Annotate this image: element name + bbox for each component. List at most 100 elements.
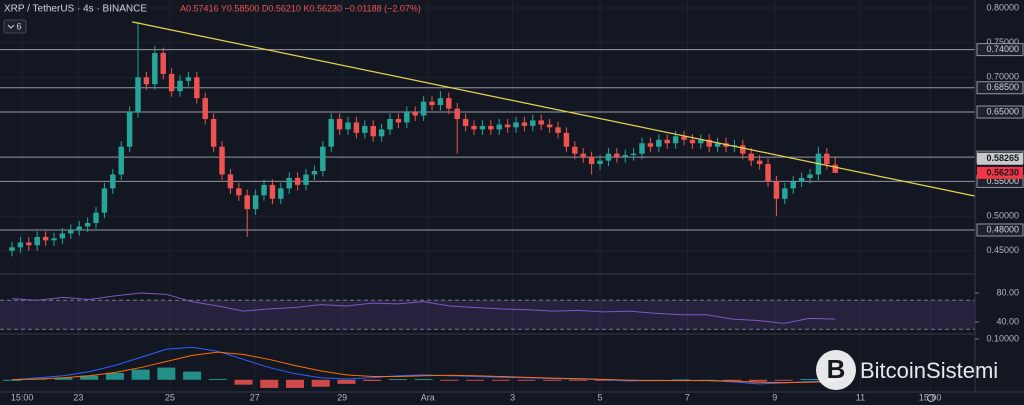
- candle-body: [672, 136, 679, 144]
- candle-body: [513, 122, 519, 128]
- candle-body: [597, 160, 603, 165]
- y-tick-label: 0.75000: [986, 37, 1019, 47]
- level-label-box: [976, 223, 1024, 237]
- macd-histogram-bar: [260, 379, 279, 388]
- macd-signal-line: [11, 351, 836, 384]
- candle-body: [194, 77, 200, 99]
- x-tick-label: 7: [685, 392, 690, 402]
- level-label-box: [976, 81, 1024, 95]
- macd-histogram-bar: [388, 378, 407, 380]
- candle-body: [236, 188, 242, 196]
- candle-body: [51, 238, 57, 241]
- x-tick-label: 3: [510, 392, 515, 402]
- settings-icon[interactable]: [927, 394, 935, 402]
- candle-body: [42, 236, 49, 241]
- watermark: BitcoinSistemi: [860, 358, 998, 383]
- logo-letter: B: [827, 354, 846, 384]
- macd-histogram-bar: [208, 378, 227, 380]
- candle-body: [202, 98, 208, 119]
- level-label: 0.68500: [986, 82, 1019, 92]
- plot: [0, 21, 975, 388]
- macd-histogram-bar: [723, 379, 742, 381]
- x-tick-label: Ara: [421, 392, 435, 402]
- candle-body: [328, 118, 334, 147]
- candle-body: [446, 98, 452, 109]
- candle-body: [765, 164, 771, 182]
- symbol-title: XRP / TetherUS · 4s · BINANCE: [4, 4, 147, 15]
- level-label: 0.65000: [986, 106, 1019, 116]
- macd-histogram-bar: [440, 379, 459, 381]
- candle-body: [798, 177, 805, 182]
- candle-body: [26, 242, 32, 246]
- candle-body: [336, 118, 343, 130]
- candle-body: [790, 181, 796, 189]
- candle-body: [395, 118, 402, 123]
- candle-body: [412, 112, 418, 116]
- candle-body: [286, 177, 292, 189]
- candle-body: [714, 143, 721, 147]
- candle-body: [706, 139, 712, 147]
- level-label: 0.74000: [986, 44, 1019, 54]
- candle-body: [353, 122, 360, 133]
- indicator-toggle[interactable]: [3, 19, 27, 34]
- macd-histogram-bar: [105, 372, 124, 380]
- candle-body: [135, 77, 141, 113]
- candle-body: [320, 146, 326, 172]
- macd-histogram-bar: [183, 371, 202, 380]
- candle-body: [471, 125, 477, 130]
- candle-body: [496, 124, 502, 130]
- candle-body: [437, 98, 444, 106]
- candle-body: [118, 146, 124, 175]
- macd-histogram-bar: [157, 367, 176, 380]
- candle-body: [614, 153, 620, 158]
- macd-histogram-bar: [234, 379, 253, 385]
- candle-body: [605, 153, 612, 161]
- macd-histogram-bar: [414, 378, 433, 380]
- macd-histogram-bar: [568, 379, 587, 381]
- macd-histogram-bar: [466, 379, 485, 381]
- candle-body: [656, 139, 662, 147]
- candle-body: [824, 153, 830, 165]
- candle-body: [362, 125, 368, 133]
- rsi-tick-label: 40.00: [996, 316, 1019, 326]
- level-label-box: [976, 105, 1024, 119]
- candle-body: [294, 177, 301, 185]
- candle-body: [454, 108, 460, 119]
- trendline: [132, 21, 975, 197]
- macd-histogram-bar: [543, 379, 562, 381]
- price-marker-label: 0.58265: [986, 153, 1019, 163]
- candle-body: [773, 181, 780, 199]
- candle-body: [664, 139, 670, 144]
- price-marker-label: 0.56230: [986, 167, 1019, 177]
- price-marker: [977, 152, 1023, 165]
- candle-body: [832, 164, 838, 173]
- macd-histogram-bar: [311, 379, 330, 387]
- logo-circle: [816, 350, 856, 390]
- x-tick-label: 9: [772, 392, 777, 402]
- candle-body: [647, 143, 654, 147]
- macd-histogram-bar: [131, 369, 150, 380]
- level-label-box: [976, 43, 1024, 57]
- candle-body: [76, 226, 82, 230]
- macd-tick-label: 0.10000: [986, 333, 1019, 343]
- y-tick-label: 0.50000: [986, 210, 1019, 220]
- macd-histogram-bar: [3, 379, 22, 381]
- candle-body: [110, 174, 116, 189]
- x-tick-label: 25: [165, 392, 175, 402]
- x-tick-label: 27: [250, 392, 260, 402]
- candle-body: [17, 242, 24, 248]
- macd-histogram-bar: [54, 377, 73, 380]
- candle-body: [588, 157, 595, 165]
- macd-histogram-bar: [337, 379, 356, 384]
- y-tick-label: 0.70000: [986, 72, 1019, 82]
- macd-histogram-bar: [517, 379, 536, 381]
- candle-body: [219, 146, 225, 175]
- candle-body: [210, 118, 217, 147]
- candle-body: [68, 229, 74, 234]
- candle-body: [504, 124, 511, 128]
- candle-body: [479, 125, 486, 130]
- x-tick-label: 11: [856, 392, 865, 402]
- macd-histogram-bar: [491, 379, 510, 381]
- candle-body: [185, 77, 192, 81]
